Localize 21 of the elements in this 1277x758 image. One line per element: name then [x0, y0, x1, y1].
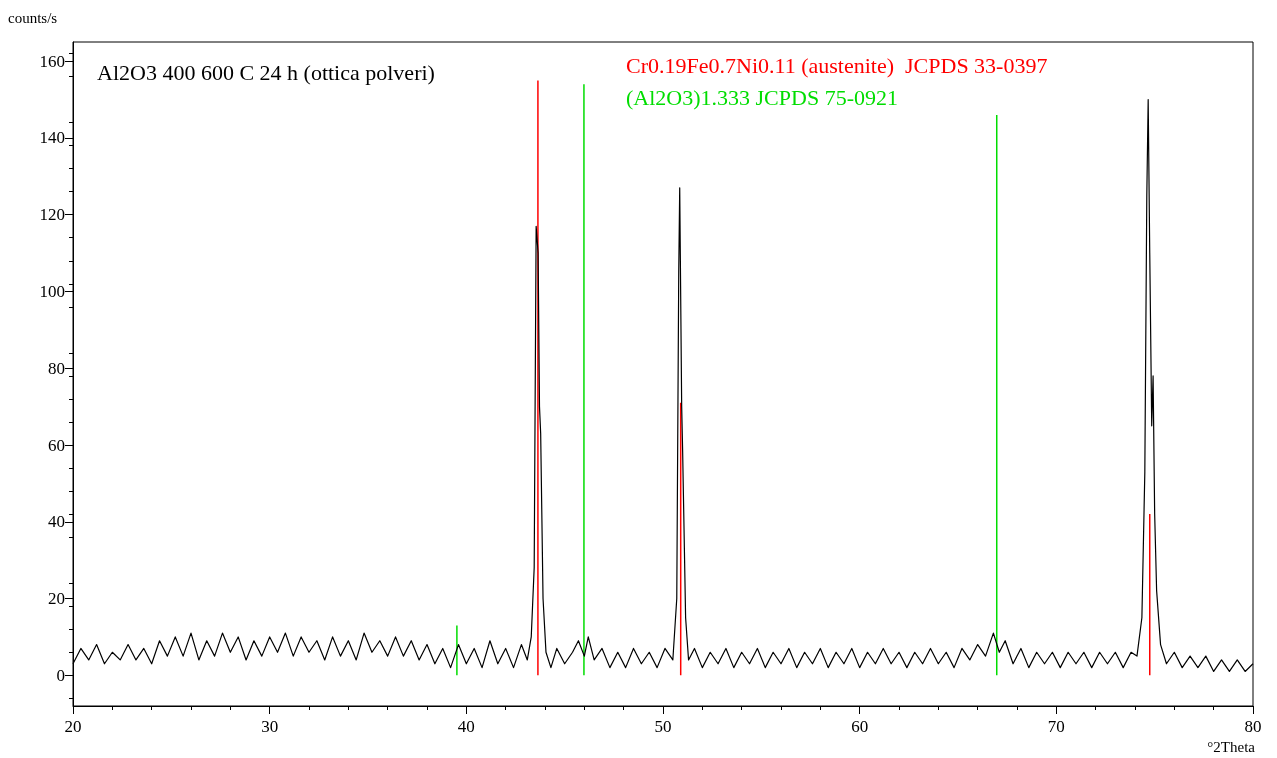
- x-tick-label: 60: [851, 717, 869, 736]
- y-tick-label: 80: [48, 358, 65, 378]
- x-tick-label: 30: [261, 717, 279, 736]
- y-tick-label: 20: [48, 589, 65, 609]
- x-tick-label: 80: [1244, 717, 1262, 736]
- y-tick-label: 120: [39, 205, 65, 225]
- y-tick-label: 60: [48, 435, 65, 455]
- y-axis-title: counts/s: [8, 9, 58, 26]
- x-tick-label: 70: [1047, 717, 1065, 736]
- series-label: (Al2O3)1.333 JCPDS 75-0921: [626, 84, 898, 110]
- y-tick-label: 160: [39, 51, 65, 71]
- x-tick-label: 50: [654, 717, 672, 736]
- text: Cr0.19Fe0.7Ni0.11 (austenite) JCPDS 33-0397: [626, 52, 1048, 78]
- x-axis-title: °2Theta: [1207, 738, 1256, 755]
- y-tick-label: 0: [56, 665, 65, 685]
- y-tick-label: 100: [39, 281, 65, 301]
- text: Al2O3 400 600 C 24 h (ottica polveri): [97, 59, 435, 85]
- y-tick-label: 140: [39, 128, 65, 148]
- x-tick-label: 40: [457, 717, 475, 736]
- x-tick-label: 20: [64, 717, 82, 736]
- y-tick-label: 40: [48, 512, 65, 532]
